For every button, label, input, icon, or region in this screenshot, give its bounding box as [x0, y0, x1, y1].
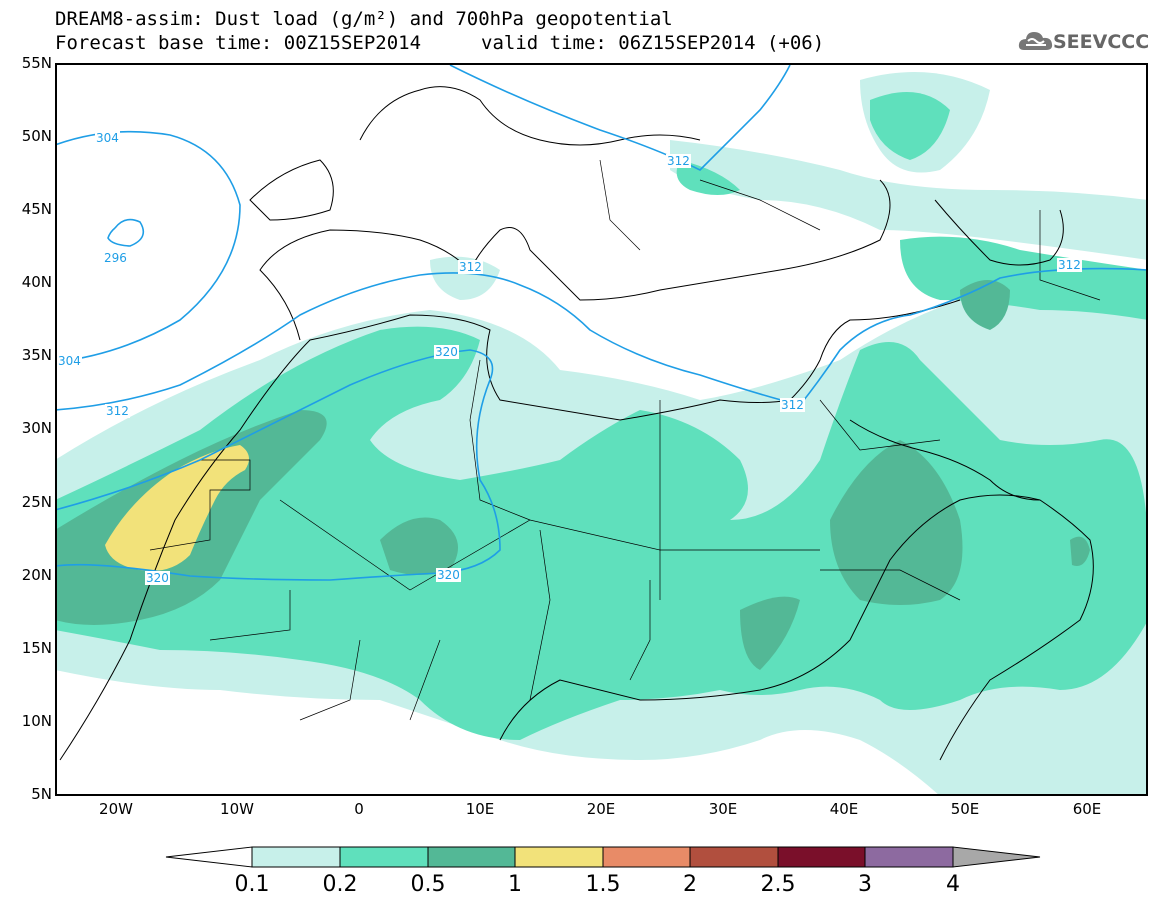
lon-label: 10E	[465, 800, 495, 818]
lat-label: 10N	[21, 712, 52, 730]
contour-label: 312	[1057, 258, 1082, 272]
lon-label: 20E	[586, 800, 616, 818]
colorbar-label: 0.1	[234, 872, 270, 897]
colorbar-high-triangle	[952, 846, 1041, 868]
contour-label: 320	[434, 345, 459, 359]
lon-label: 50E	[950, 800, 980, 818]
contour-label: 304	[57, 354, 82, 368]
title-line-1: DREAM8-assim: Dust load (g/m²) and 700hP…	[55, 8, 673, 30]
colorbar	[165, 846, 1041, 868]
logo-text: SEEVCCC	[1053, 31, 1150, 53]
lat-label: 45N	[21, 200, 52, 218]
title-valid-time: valid time: 06Z15SEP2014 (+06)	[481, 32, 825, 54]
colorbar-bin	[602, 846, 691, 868]
colorbar-bin	[689, 846, 779, 868]
coastlines	[59, 86, 1094, 761]
contour-label: 304	[95, 131, 120, 145]
contour-label: 320	[436, 568, 461, 582]
lat-label: 25N	[21, 493, 52, 511]
lat-label: 5N	[31, 785, 52, 803]
colorbar-label: 4	[946, 872, 960, 897]
dust-field-high	[105, 445, 249, 571]
map-panel	[55, 63, 1148, 796]
lon-label: 40E	[829, 800, 859, 818]
colorbar-label: 0.5	[410, 872, 446, 897]
colorbar-low-triangle	[165, 846, 253, 868]
lat-label: 50N	[21, 127, 52, 145]
contour-label: 312	[105, 404, 130, 418]
colorbar-bin	[514, 846, 604, 868]
colorbar-label: 1.5	[585, 872, 621, 897]
contour-label: 312	[666, 154, 691, 168]
colorbar-bin	[864, 846, 954, 868]
colorbar-label: 1	[508, 872, 522, 897]
title-base-time: Forecast base time: 00Z15SEP2014	[55, 32, 422, 54]
lat-label: 35N	[21, 346, 52, 364]
colorbar-bin	[427, 846, 516, 868]
colorbar-label: 2	[683, 872, 697, 897]
lon-label: 10W	[220, 800, 254, 818]
dust-map	[57, 65, 1146, 794]
contour-label: 312	[780, 398, 805, 412]
lat-label: 30N	[21, 419, 52, 437]
colorbar-bin	[777, 846, 866, 868]
colorbar-bin	[251, 846, 341, 868]
contour-label: 320	[145, 571, 170, 585]
lat-label: 40N	[21, 273, 52, 291]
contour-label: 312	[458, 260, 483, 274]
lon-label: 20W	[99, 800, 133, 818]
geopotential-contours	[57, 65, 1146, 581]
lat-label: 15N	[21, 639, 52, 657]
lon-label: 60E	[1072, 800, 1102, 818]
contour-label: 296	[103, 251, 128, 265]
lat-label: 55N	[21, 54, 52, 72]
cloud-logo-icon	[1018, 32, 1053, 50]
seevccc-logo	[1018, 26, 1158, 60]
lat-label: 20N	[21, 566, 52, 584]
lon-label: 30E	[708, 800, 738, 818]
colorbar-bin	[339, 846, 429, 868]
colorbar-label: 2.5	[760, 872, 796, 897]
colorbar-label: 3	[858, 872, 872, 897]
lon-label: 0	[354, 800, 364, 818]
country-borders	[149, 159, 1101, 721]
colorbar-label: 0.2	[322, 872, 358, 897]
